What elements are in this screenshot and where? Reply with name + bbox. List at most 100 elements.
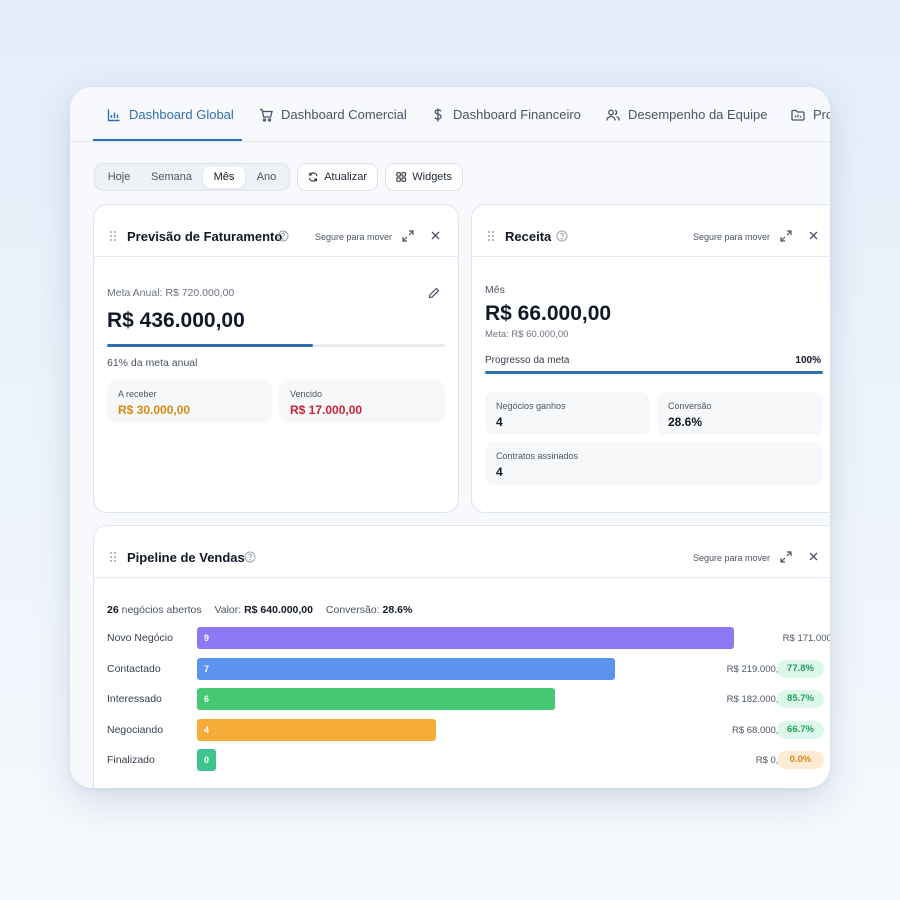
drag-handle-icon[interactable] [109,551,117,563]
conv-label: Conversão: [325,604,380,616]
conversion-label: Conversão [668,401,712,411]
stage-count: 4 [204,724,210,735]
close-icon[interactable] [430,230,441,241]
tab-pro[interactable]: Pro [791,107,830,142]
tab-label: Dashboard Global [129,107,234,122]
help-icon[interactable] [556,230,568,242]
period-ano-button[interactable]: Ano [256,171,277,183]
period-semana-button[interactable]: Semana [151,171,192,183]
stage-conversion-badge: 0.0% [777,751,824,769]
expand-icon[interactable] [780,230,792,242]
stage-label: Interessado [107,693,162,705]
expand-icon[interactable] [402,230,414,242]
forecast-progress-fill [107,344,314,347]
tab-dashboard-comercial[interactable]: Dashboard Comercial [259,107,407,142]
card-header: Previsão de Faturamento Segure para move… [94,205,458,257]
overdue-label: Vencido [290,389,323,399]
overdue-stat: Vencido R$ 17.000,00 [279,380,445,423]
widgets-label: Widgets [412,171,452,183]
conversion-value: 28.6% [668,415,703,429]
stage-value: R$ 171.000,00 [782,633,830,644]
pipeline-card: Pipeline de Vendas Segure para mover 26 … [93,525,830,788]
stage-bar[interactable]: 4 [197,718,436,741]
refresh-icon [308,172,318,182]
tab-dashboard-global[interactable]: Dashboard Global [107,107,234,142]
forecast-amount: R$ 436.000,00 [107,309,245,332]
help-icon[interactable] [277,230,289,242]
stage-bar[interactable]: 7 [197,657,615,680]
stage-count: 9 [204,633,210,643]
drag-handle-icon[interactable] [109,230,117,242]
forecast-progress-text: 61% da meta anual [107,357,198,369]
folder-icon [791,109,805,121]
period-selector: Hoje Semana Mês Ano [94,163,290,191]
contracts-stat: Contratos assinados 4 [485,442,823,485]
stage-label: Negociando [107,723,164,736]
grid-icon [396,172,406,182]
won-value: 4 [496,415,503,429]
revenue-period: Mês [485,284,505,296]
help-icon[interactable] [244,551,256,563]
receivable-label: A receber [118,389,157,399]
progress-label: Progresso da meta [485,355,570,366]
conversion-stat: Conversão 28.6% [657,392,823,435]
value-label: Valor: [214,604,242,616]
stage-bar[interactable]: 6 [197,688,555,710]
close-icon[interactable] [808,551,819,562]
card-title: Receita [505,229,552,244]
period-mes-button[interactable]: Mês [203,167,245,188]
move-hint: Segure para mover [315,232,393,242]
revenue-goal: Meta: R$ 60.000,00 [485,329,569,340]
expand-icon[interactable] [780,551,792,563]
pipeline-value: R$ 640.000,00 [244,604,313,616]
edit-pencil-icon[interactable] [428,287,440,299]
stage-value: R$ 182.000,00 [726,694,789,705]
refresh-button[interactable]: Atualizar [297,163,378,191]
revenue-progress-fill [485,371,823,374]
stage-conversion-badge: 66.7% [777,720,824,739]
users-icon [606,109,620,121]
open-label: negócios abertos [121,604,202,616]
tab-label: Pro [813,107,830,122]
stage-bar[interactable]: 9 [197,627,734,649]
tab-desempenho-equipe[interactable]: Desempenho da Equipe [606,107,768,142]
stage-count: 7 [204,663,210,674]
contracts-label: Contratos assinados [496,451,579,461]
tab-bar: Dashboard Global Dashboard Comercial Das… [70,87,830,142]
pipeline-conversion: 28.6% [382,604,413,616]
stage-conversion-badge: 77.8% [777,659,824,678]
cart-icon [260,108,273,122]
receivable-stat: A receber R$ 30.000,00 [107,380,272,423]
tab-label: Dashboard Comercial [281,107,407,122]
card-header: Pipeline de Vendas Segure para mover [94,526,830,578]
bar-chart-icon [107,109,120,122]
stage-conversion-badge: 85.7% [777,690,824,708]
forecast-progress-track [107,344,445,347]
pipeline-summary: 26 negócios abertos Valor: R$ 640.000,00… [107,604,412,616]
won-deals-stat: Negócios ganhos 4 [485,392,650,435]
refresh-label: Atualizar [324,171,367,183]
dashboard-window: Dashboard Global Dashboard Comercial Das… [70,87,830,788]
tab-label: Desempenho da Equipe [628,107,768,122]
widgets-button[interactable]: Widgets [385,163,463,191]
active-tab-indicator [93,139,242,141]
card-title: Previsão de Faturamento [127,229,283,244]
stage-count: 0 [204,755,210,765]
period-hoje-button[interactable]: Hoje [107,171,131,183]
revenue-amount: R$ 66.000,00 [485,302,612,325]
stage-bar[interactable]: 0 [197,749,216,771]
progress-percent: 100% [795,355,821,366]
drag-handle-icon[interactable] [487,230,495,242]
goal-label: Meta Anual: R$ 720.000,00 [107,287,235,299]
tab-dashboard-financeiro[interactable]: Dashboard Financeiro [431,107,581,142]
contracts-value: 4 [496,465,503,479]
stage-count: 6 [204,694,210,704]
tab-label: Dashboard Financeiro [453,107,581,122]
forecast-card: Previsão de Faturamento Segure para move… [93,204,459,513]
receivable-value: R$ 30.000,00 [118,403,191,417]
stage-value: R$ 219.000,00 [726,663,789,675]
won-label: Negócios ganhos [496,401,566,411]
open-count: 26 [107,604,119,616]
close-icon[interactable] [808,230,819,241]
revenue-card: Receita Segure para mover Mês R$ 66.000,… [471,204,830,513]
